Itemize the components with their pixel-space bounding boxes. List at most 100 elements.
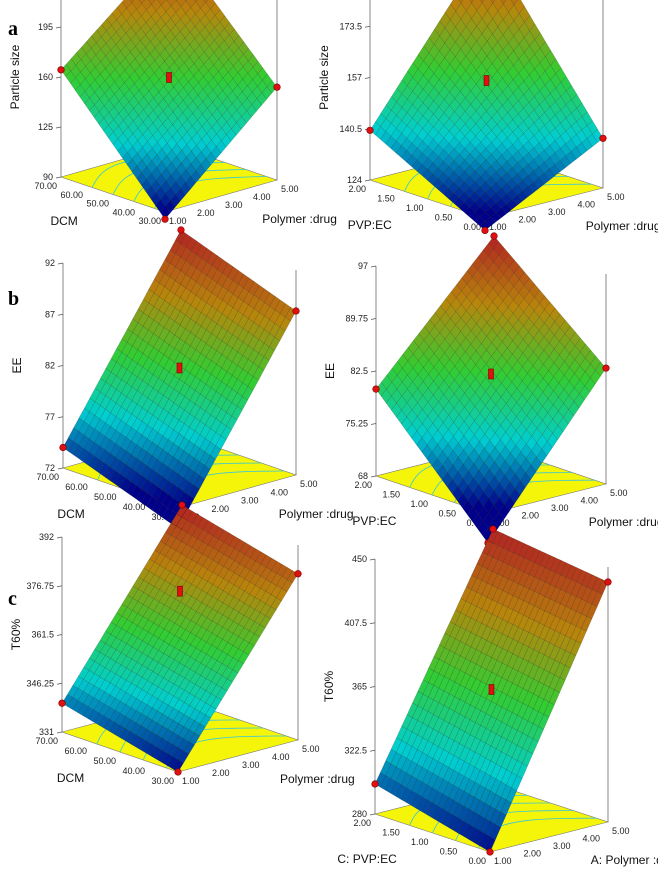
surface-cell: [121, 0, 133, 9]
design-point: [292, 307, 300, 315]
z-tick-label: 92: [45, 258, 55, 268]
surface-cell: [255, 551, 267, 565]
design-point: [481, 226, 489, 235]
z-tick-label: 392: [39, 532, 54, 542]
surface-plot-b-right: 68 75.25 82.5 89.75 97 1.00 2.00 3.00 4.00 5.00 0.…: [323, 232, 658, 547]
surface-cell: [518, 543, 530, 558]
surface-cell: [497, 533, 509, 549]
z-tick-label: 82: [45, 361, 55, 371]
design-point: [602, 364, 610, 372]
x-tick-label: 2.00: [524, 849, 542, 859]
x-axis-label: Polymer :drug: [279, 507, 354, 521]
z-tick: [369, 813, 376, 816]
x-tick-label: 1.00: [494, 856, 512, 866]
z-tick-label: 407.5: [344, 618, 367, 628]
design-point: [59, 443, 67, 452]
z-tick: [55, 76, 62, 79]
x-tick-label: 4.00: [253, 192, 271, 202]
x-tick-label: 5.00: [610, 488, 628, 498]
surface-cell: [276, 564, 288, 577]
surface-cell: [469, 0, 474, 4]
surface-cell: [250, 548, 262, 562]
surface-cell: [222, 262, 234, 277]
design-point: [273, 83, 281, 91]
y-tick-label: 0.00: [463, 222, 481, 232]
z-tick: [56, 731, 63, 734]
x-tick-label: 5.00: [281, 184, 299, 194]
center-point: [483, 75, 490, 86]
surface-cell: [458, 0, 464, 4]
y-tick-label: 0.00: [468, 856, 486, 866]
y-axis-label: PVP:EC: [348, 218, 392, 232]
design-point: [177, 226, 185, 234]
z-tick-label: 157: [347, 73, 362, 83]
x-tick-label: 2.00: [212, 504, 230, 514]
design-point: [294, 570, 302, 578]
y-tick-label: 1.50: [382, 828, 400, 838]
x-tick-label: 4.00: [272, 752, 290, 762]
z-axis-label: EE: [10, 357, 24, 373]
y-tick-label: 0.50: [435, 213, 453, 223]
surface-cell: [281, 567, 293, 580]
surface-cell: [180, 233, 192, 248]
surface-cell: [585, 349, 597, 365]
surface-plot-b-left: 72778287921.002.003.004.005.0030.0040.00…: [10, 226, 354, 533]
surface-cell: [492, 531, 504, 546]
x-axis-label: A: Polymer :drug: [591, 853, 658, 867]
z-tick: [364, 77, 371, 79]
z-tick: [370, 475, 377, 478]
z-tick: [57, 416, 64, 419]
z-axis-label: Particle size: [8, 44, 22, 109]
surface-cell: [534, 32, 546, 49]
surface-mesh: [60, 0, 278, 220]
z-axis-label: EE: [323, 363, 337, 379]
panel-letter-b: b: [8, 288, 20, 310]
z-tick-label: 450: [352, 554, 367, 564]
z-tick-label: 331: [39, 727, 54, 737]
design-point: [178, 501, 186, 509]
x-tick-label: 4.00: [271, 487, 289, 497]
z-tick-label: 87: [45, 309, 55, 319]
surface-cell: [239, 542, 251, 555]
z-tick-label: 173.5: [339, 21, 362, 31]
z-tick: [369, 686, 376, 688]
surface-cell: [571, 567, 583, 583]
surface-cell: [203, 0, 209, 3]
z-tick-label: 89.75: [345, 314, 368, 324]
design-point: [58, 699, 66, 707]
z-tick: [55, 26, 62, 29]
panel-letter-c: c: [8, 588, 17, 610]
z-tick-label: 160: [38, 72, 53, 82]
z-axis-label: Particle size: [317, 45, 331, 110]
y-axis-label: PVP:EC: [352, 514, 396, 528]
z-tick: [56, 536, 63, 539]
y-axis-label: DCM: [57, 771, 84, 785]
surface-plot-c-right: 280 322.5 365 407.5 450 1.00 2.00 3.00 4.00 5.00 0…: [322, 525, 658, 867]
y-tick-label: 40.00: [123, 502, 146, 512]
z-tick: [370, 423, 377, 425]
surface-cell: [513, 540, 525, 556]
z-tick-label: 346.25: [26, 678, 54, 688]
surface-cell: [550, 58, 562, 75]
y-tick-label: 60.00: [60, 190, 83, 200]
design-point: [486, 848, 494, 856]
y-tick-label: 40.00: [112, 207, 135, 217]
z-tick: [370, 370, 377, 373]
surface-cell: [539, 295, 551, 310]
surface-cell: [555, 560, 567, 576]
design-point: [174, 768, 182, 776]
design-point: [161, 215, 169, 223]
surface-cell: [510, 0, 518, 6]
z-tick: [56, 585, 63, 588]
y-tick-label: 30.00: [138, 216, 161, 226]
y-tick-label: 1.00: [410, 499, 428, 509]
y-tick-label: 70.00: [35, 736, 58, 746]
x-tick-label: 3.00: [241, 496, 259, 506]
design-point: [490, 232, 498, 240]
z-tick: [55, 176, 62, 179]
center-point: [488, 368, 494, 380]
x-axis-label: Polymer :drug: [586, 219, 658, 233]
surface-cell: [181, 507, 193, 521]
panel-letter-a: a: [8, 18, 18, 40]
z-tick: [57, 262, 64, 265]
